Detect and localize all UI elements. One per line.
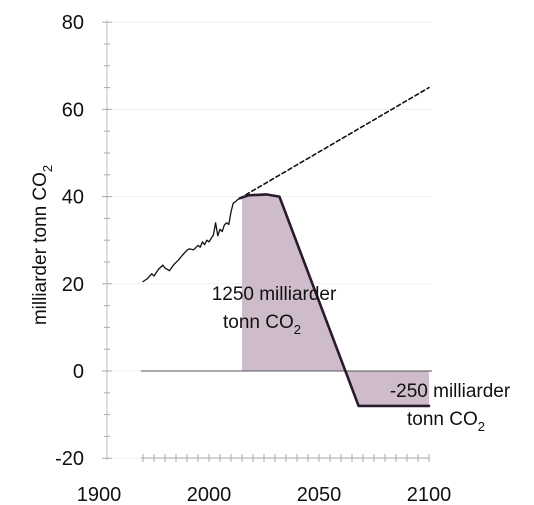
annotation-negative-subscript: 2 bbox=[478, 419, 485, 434]
budget-areas bbox=[242, 194, 429, 406]
axes bbox=[102, 20, 432, 462]
series-line-2 bbox=[239, 86, 430, 200]
y-tick-label: 60 bbox=[62, 99, 84, 121]
series-line-1 bbox=[142, 197, 241, 283]
budget-area-2 bbox=[345, 371, 429, 406]
annotation-positive-subscript: 2 bbox=[294, 322, 301, 337]
y-tick-label: 40 bbox=[62, 187, 84, 209]
y-axis-label-subscript: 2 bbox=[40, 165, 55, 172]
series-lines bbox=[142, 86, 431, 408]
annotation-negative-line2: tonn CO2 bbox=[407, 409, 485, 434]
annotation-negative-line1: -250 milliarder bbox=[390, 381, 511, 402]
y-axis-label: milliarder tonn CO2 bbox=[30, 165, 55, 325]
y-tick-label: 80 bbox=[62, 12, 84, 34]
series-line-3 bbox=[238, 193, 431, 408]
y-tick-label: -20 bbox=[55, 448, 84, 470]
y-tick-label: 0 bbox=[73, 361, 84, 383]
x-tick-label: 2050 bbox=[297, 484, 342, 505]
tick-labels: -20 0 20 40 60 80 1900 2000 2050 2100 bbox=[55, 12, 451, 505]
y-tick-label: 20 bbox=[62, 274, 84, 296]
budget-area-1 bbox=[242, 194, 346, 371]
annotation-positive-line2: tonn CO2 bbox=[223, 312, 301, 337]
x-tick-label: 1900 bbox=[77, 484, 122, 505]
annotation-positive-line1: 1250 milliarder bbox=[212, 284, 337, 305]
x-tick-label: 2000 bbox=[187, 484, 232, 505]
x-tick-label: 2100 bbox=[407, 484, 452, 505]
